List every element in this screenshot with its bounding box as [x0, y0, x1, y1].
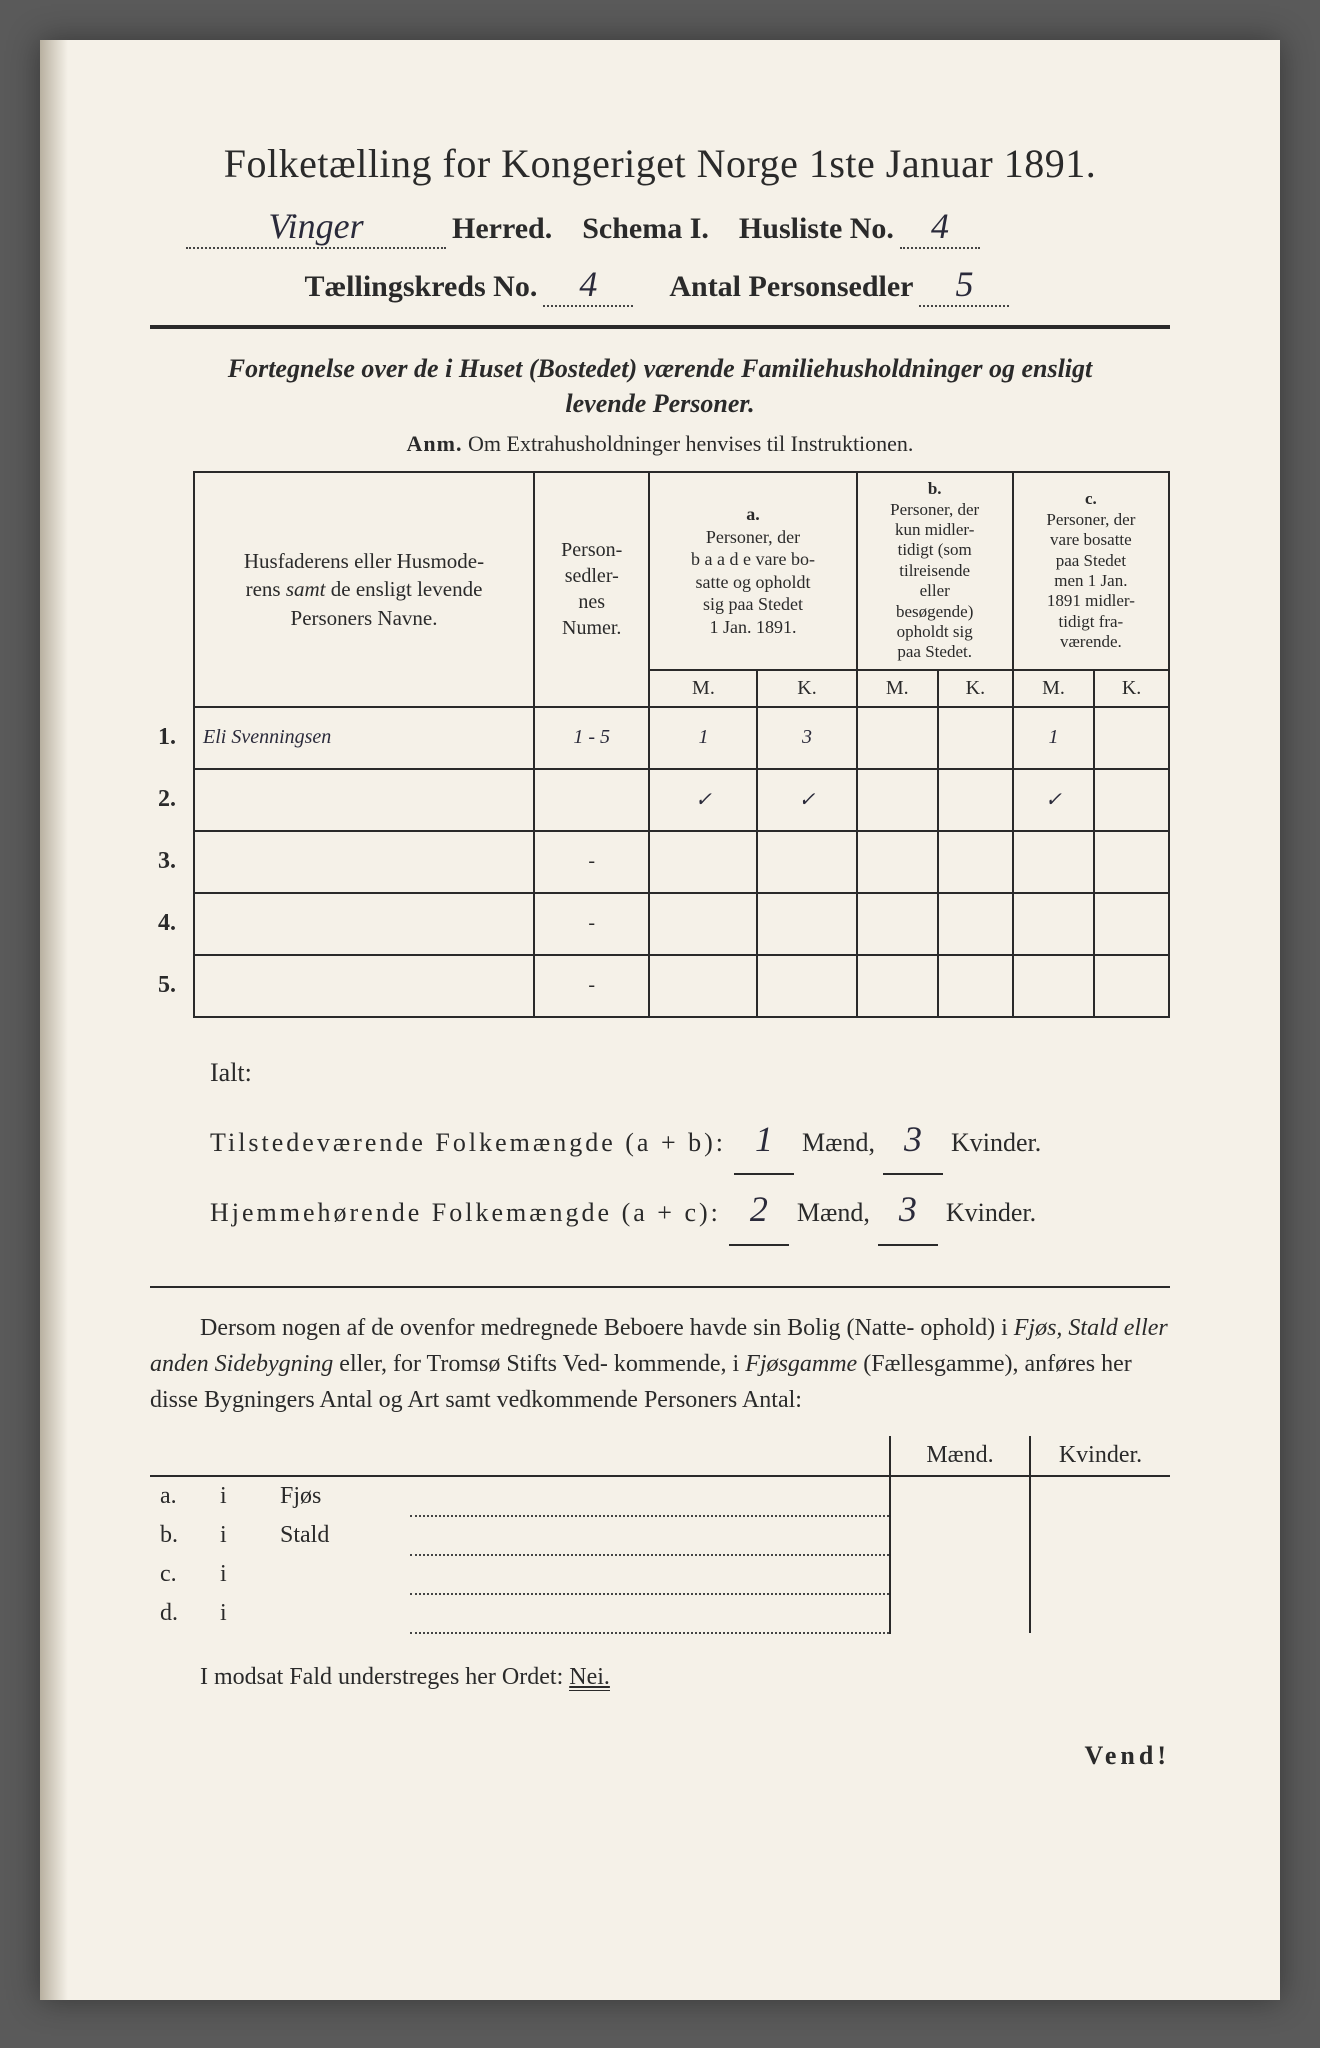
totals-block: Ialt: Tilstedeværende Folkemængde (a + b… [210, 1048, 1170, 1246]
cell-name [194, 831, 534, 893]
header-line-2: Tællingskreds No. 4 Antal Personsedler 5 [150, 263, 1170, 307]
hjemme-label: Hjemmehørende Folkemængde (a + c): [210, 1188, 721, 1237]
cell-ak: 3 [757, 707, 856, 769]
cell-num: - [534, 831, 649, 893]
cell-num: - [534, 955, 649, 1017]
page-binding-edge [40, 40, 68, 2000]
anm-label: Anm. [407, 431, 463, 456]
rule-2 [150, 1286, 1170, 1288]
cell-name [194, 955, 534, 1017]
table-row: 5. - [150, 955, 1169, 1017]
subheading: Fortegnelse over de i Huset (Bostedet) v… [150, 351, 1170, 421]
tilstede-k: 3 [883, 1105, 943, 1175]
col-b-header: b. Personer, der kun midler- tidigt (som… [857, 472, 1013, 670]
kvinder-label: Kvinder. [951, 1118, 1041, 1167]
cell-am: 1 [649, 707, 757, 769]
bygn-row: c. i [150, 1555, 1170, 1594]
rule-1 [150, 325, 1170, 329]
cell-ck [1094, 707, 1169, 769]
cell-num: 1 - 5 [534, 707, 649, 769]
col-a-m: M. [649, 670, 757, 707]
cell-am: ✓ [649, 769, 757, 831]
col-name-header: Husfaderens eller Husmode- rens samt de … [194, 472, 534, 707]
maend-label: Mænd, [802, 1118, 875, 1167]
subheading-l2: levende Personer. [565, 389, 754, 418]
antal-value: 5 [919, 263, 1009, 307]
cell-name: Eli Svenningsen [194, 707, 534, 769]
tilstede-label: Tilstedeværende Folkemængde (a + b): [210, 1118, 726, 1167]
cell-cm: 1 [1013, 707, 1094, 769]
sidebygning-paragraph: Dersom nogen af de ovenfor medregnede Be… [150, 1310, 1170, 1418]
cell-bm [857, 707, 938, 769]
cell-ak: ✓ [757, 769, 856, 831]
maend-label-2: Mænd, [797, 1188, 870, 1237]
cell-name [194, 893, 534, 955]
bygn-maend-header: Mænd. [890, 1436, 1030, 1476]
bygn-row: b. i Stald [150, 1516, 1170, 1555]
anm-line: Anm. Om Extrahusholdninger henvises til … [150, 431, 1170, 457]
cell-num: - [534, 893, 649, 955]
ialt-label: Ialt: [210, 1048, 1170, 1097]
subheading-l1: Fortegnelse over de i Huset (Bostedet) v… [228, 354, 1093, 383]
cell-name [194, 769, 534, 831]
table-row: 2. ✓ ✓ ✓ [150, 769, 1169, 831]
table-row: 3. - [150, 831, 1169, 893]
cell-cm: ✓ [1013, 769, 1094, 831]
col-a-k: K. [757, 670, 856, 707]
husliste-label: Husliste No. [739, 212, 894, 246]
cell-ck [1094, 769, 1169, 831]
census-form-page: Folketælling for Kongeriget Norge 1ste J… [40, 40, 1280, 2000]
cell-bk [938, 707, 1013, 769]
kvinder-label-2: Kvinder. [946, 1188, 1036, 1237]
document-title: Folketælling for Kongeriget Norge 1ste J… [150, 140, 1170, 187]
hjemme-m: 2 [729, 1175, 789, 1245]
table-body: 1. Eli Svenningsen 1 - 5 1 3 1 2. ✓ ✓ ✓ [150, 707, 1169, 1017]
nei-line: I modsat Fald understreges her Ordet: Ne… [150, 1664, 1170, 1691]
schema-label: Schema I. [582, 212, 709, 246]
hjemme-row: Hjemmehørende Folkemængde (a + c): 2 Mæn… [210, 1175, 1170, 1245]
bygn-kvinder-header: Kvinder. [1030, 1436, 1170, 1476]
household-table: Husfaderens eller Husmode- rens samt de … [150, 471, 1170, 1018]
cell-bm [857, 769, 938, 831]
cell-bk [938, 769, 1013, 831]
anm-text: Om Extrahusholdninger henvises til Instr… [468, 431, 913, 456]
antal-label: Antal Personsedler [669, 270, 913, 304]
nei-word: Nei. [569, 1664, 610, 1691]
col-b-k: K. [938, 670, 1013, 707]
tilstede-m: 1 [734, 1105, 794, 1175]
vend-label: Vend! [150, 1741, 1170, 1771]
kreds-label: Tællingskreds No. [305, 270, 538, 304]
col-c-m: M. [1013, 670, 1094, 707]
col-c-k: K. [1094, 670, 1169, 707]
header-line-1: Vinger Herred. Schema I. Husliste No. 4 [150, 205, 1170, 249]
herred-value: Vinger [186, 205, 446, 249]
table-row: 1. Eli Svenningsen 1 - 5 1 3 1 [150, 707, 1169, 769]
table-row: 4. - [150, 893, 1169, 955]
col-c-header: c. Personer, der vare bosatte paa Stedet… [1013, 472, 1169, 670]
tilstede-row: Tilstedeværende Folkemængde (a + b): 1 M… [210, 1105, 1170, 1175]
col-b-m: M. [857, 670, 938, 707]
bygn-header-row: Mænd. Kvinder. [150, 1436, 1170, 1476]
husliste-value: 4 [900, 205, 980, 249]
col-a-header: a. Personer, der b a a d e vare bo- satt… [649, 472, 856, 670]
herred-label: Herred. [452, 212, 552, 246]
bygn-row: a. i Fjøs [150, 1476, 1170, 1516]
col-numer-header: Person- sedler- nes Numer. [534, 472, 649, 707]
hjemme-k: 3 [878, 1175, 938, 1245]
bygn-row: d. i [150, 1594, 1170, 1633]
kreds-value: 4 [543, 263, 633, 307]
cell-num [534, 769, 649, 831]
bygninger-table: Mænd. Kvinder. a. i Fjøs b. i Stald c. i [150, 1436, 1170, 1634]
